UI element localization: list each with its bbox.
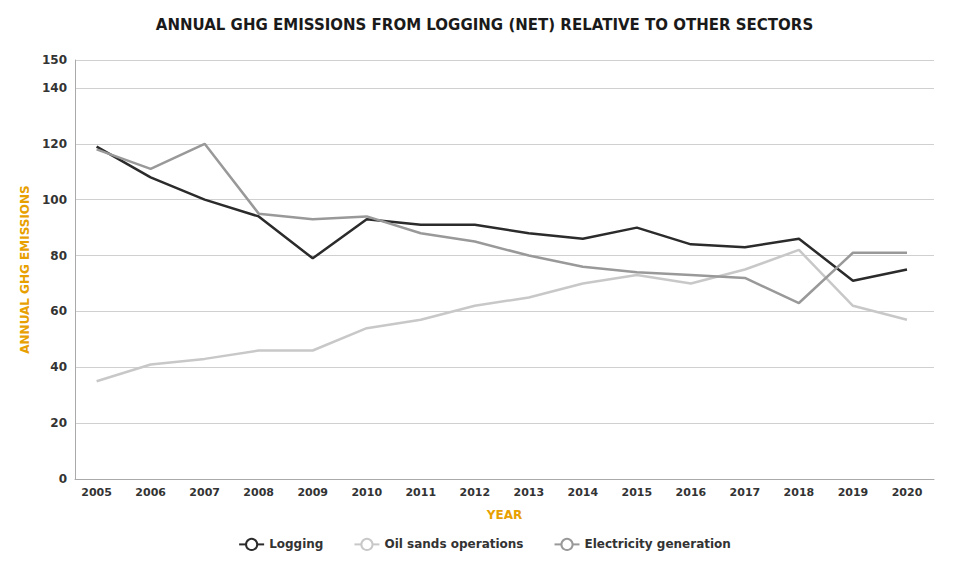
svg-text:2015: 2015 [622, 486, 653, 499]
svg-text:2016: 2016 [676, 486, 707, 499]
svg-text:0: 0 [59, 472, 67, 486]
svg-text:ANNUAL GHG EMISSIONS: ANNUAL GHG EMISSIONS [18, 185, 32, 353]
svg-text:2007: 2007 [189, 486, 220, 499]
svg-text:2005: 2005 [81, 486, 112, 499]
svg-text:2010: 2010 [351, 486, 382, 499]
svg-text:2013: 2013 [513, 486, 544, 499]
svg-text:20: 20 [50, 416, 67, 430]
svg-text:2014: 2014 [568, 486, 599, 499]
svg-text:100: 100 [42, 193, 67, 207]
svg-text:120: 120 [42, 137, 67, 151]
svg-text:ANNUAL GHG EMISSIONS FROM LOGG: ANNUAL GHG EMISSIONS FROM LOGGING (NET) … [156, 16, 813, 34]
svg-text:2019: 2019 [838, 486, 869, 499]
svg-text:2017: 2017 [730, 486, 761, 499]
svg-text:60: 60 [50, 304, 67, 318]
svg-text:2006: 2006 [135, 486, 166, 499]
svg-text:YEAR: YEAR [486, 508, 522, 522]
svg-text:Logging: Logging [269, 537, 323, 551]
svg-text:2020: 2020 [892, 486, 923, 499]
svg-text:Oil sands operations: Oil sands operations [384, 537, 523, 551]
svg-text:40: 40 [50, 360, 67, 374]
svg-text:150: 150 [42, 53, 67, 67]
svg-text:2018: 2018 [784, 486, 815, 499]
svg-text:2011: 2011 [405, 486, 436, 499]
svg-text:140: 140 [42, 81, 67, 95]
svg-text:2009: 2009 [297, 486, 328, 499]
svg-text:2008: 2008 [243, 486, 274, 499]
svg-text:2012: 2012 [459, 486, 490, 499]
svg-text:Electricity generation: Electricity generation [585, 537, 731, 551]
svg-text:80: 80 [50, 249, 67, 263]
